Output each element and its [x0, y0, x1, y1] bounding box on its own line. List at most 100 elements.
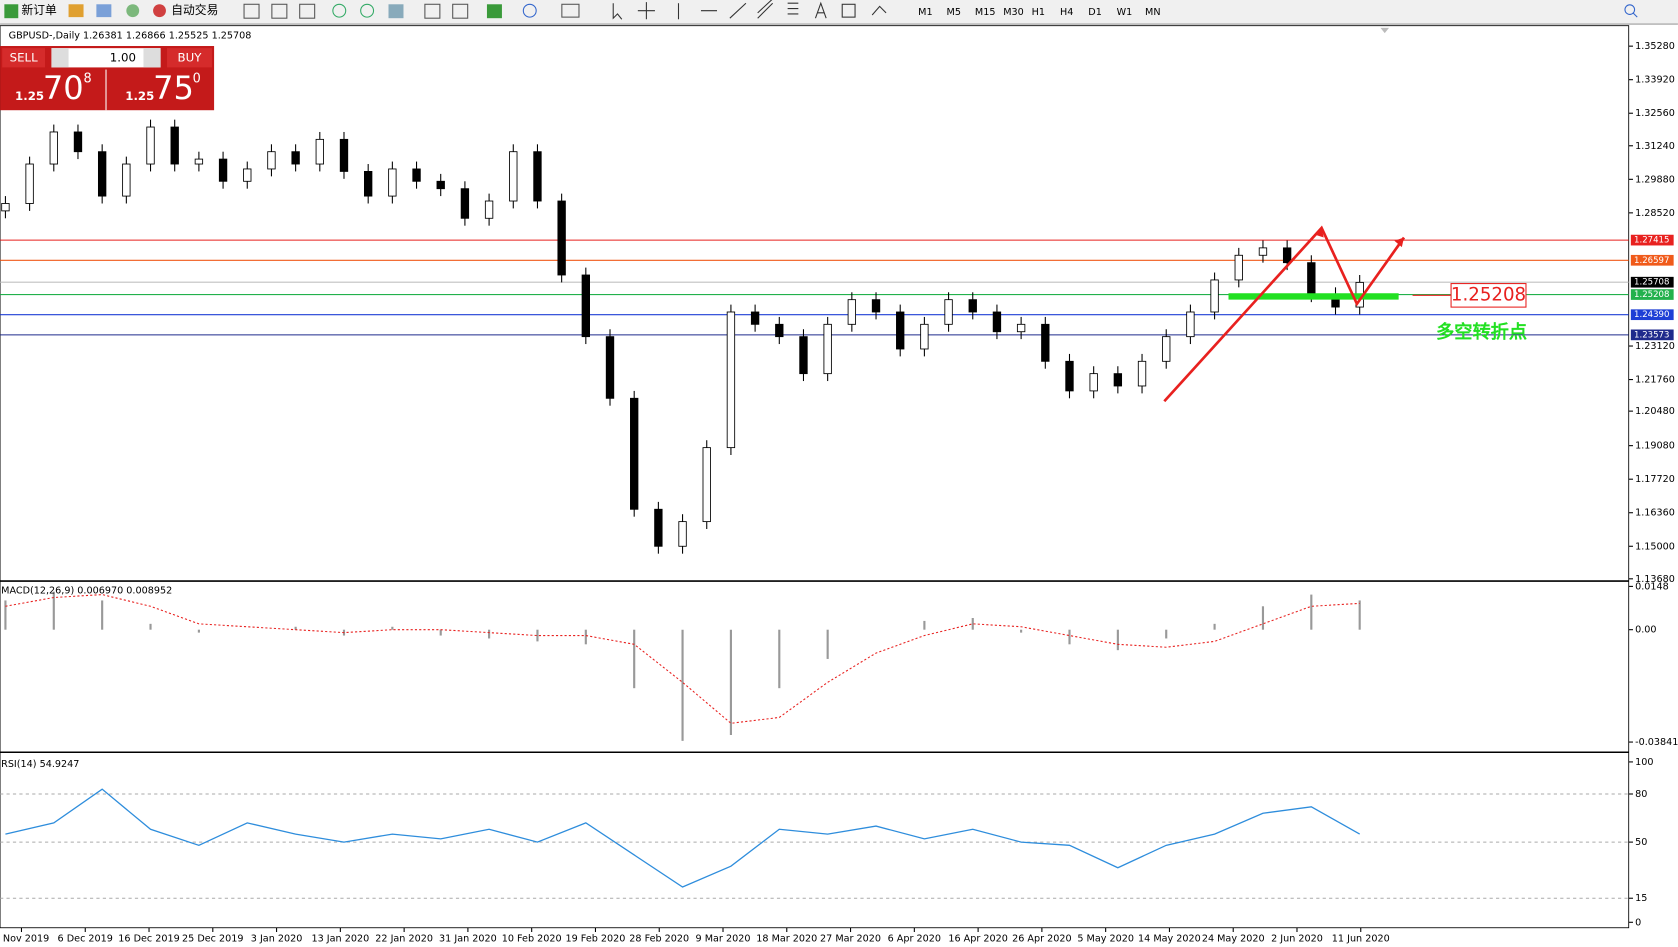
macd-panel: 0.0148 0.00 -0.038415	[4, 581, 1678, 748]
trendline-tool[interactable]	[729, 2, 747, 19]
buy-label[interactable]: BUY	[178, 50, 203, 64]
crosshair-tool[interactable]	[637, 2, 655, 20]
date-label: 13 Jan 2020	[312, 933, 370, 944]
callout-text: 1.25208	[1451, 284, 1526, 305]
lots-up[interactable]	[143, 48, 161, 68]
y-tick-label: 1.23120	[1635, 341, 1675, 352]
text-tool[interactable]	[814, 1, 827, 19]
candle-body	[170, 126, 179, 165]
arrow-tool[interactable]	[871, 5, 887, 16]
candle-body	[533, 151, 542, 202]
date-label: 14 May 2020	[1138, 933, 1201, 944]
candle-body	[726, 311, 736, 449]
arrow-path	[1163, 225, 1406, 403]
price-level-tag	[1630, 329, 1674, 341]
timeframe[interactable]: W1	[1117, 7, 1133, 18]
y-tick-label: 1.29880	[1635, 174, 1675, 185]
candle-body	[388, 168, 397, 197]
timeframe[interactable]: H4	[1060, 7, 1073, 18]
timeframe[interactable]: H1	[1032, 7, 1045, 18]
tool-icon[interactable]	[388, 4, 404, 19]
date-label: 16 Dec 2019	[118, 933, 180, 944]
tool-icon[interactable]	[486, 4, 502, 19]
candle-body	[25, 163, 34, 204]
buy-button[interactable]	[167, 48, 212, 68]
channel-tool[interactable]	[757, 0, 774, 19]
sell-pip[interactable]: 8	[84, 72, 92, 87]
sell-label[interactable]: SELL	[10, 50, 38, 64]
y-tick-label: 1.28520	[1635, 208, 1675, 219]
price-level-tag	[1630, 254, 1674, 266]
date-label: 7 Nov 2019	[0, 933, 49, 944]
search[interactable]	[1624, 4, 1636, 15]
lots-value[interactable]: 1.00	[110, 50, 136, 64]
candle-body	[1162, 336, 1171, 362]
y-tick-label: 1.33920	[1635, 75, 1675, 86]
turning-point-text: 多空转折点	[1436, 321, 1527, 343]
candle-body	[1089, 373, 1098, 392]
toolbar-icons	[243, 0, 887, 20]
tool-icon[interactable]	[126, 4, 140, 18]
zoom-in[interactable]	[332, 3, 347, 18]
candle-body	[678, 521, 687, 547]
lots-input[interactable]	[51, 48, 161, 68]
tool-icon[interactable]	[452, 3, 469, 19]
timeframe[interactable]: D1	[1088, 7, 1102, 18]
new-order-icon[interactable]	[4, 4, 19, 19]
tool-icon[interactable]	[243, 3, 260, 19]
tool-icon[interactable]	[424, 3, 441, 19]
tool-icon[interactable]	[68, 4, 84, 18]
price-level-label: 1.26597	[1634, 256, 1669, 266]
y-tick-label: 15	[1635, 893, 1647, 904]
date-label: 9 Mar 2020	[696, 933, 751, 944]
candle-body	[291, 151, 300, 165]
buy-prefix[interactable]: 1.25	[125, 89, 154, 103]
y-tick-label: 1.15000	[1635, 541, 1675, 552]
y-tick-label: 80	[1635, 789, 1647, 800]
candle-body	[412, 168, 421, 182]
tool-icon[interactable]	[271, 3, 288, 19]
timeframe[interactable]: MN	[1145, 7, 1161, 18]
candle-body	[1186, 311, 1195, 338]
candle-body	[968, 299, 977, 313]
candle-body	[1210, 279, 1219, 313]
price-level-label: 1.24390	[1634, 310, 1669, 320]
buy-price[interactable]: 75	[153, 69, 194, 107]
candle-body	[799, 336, 808, 375]
y-tick-label: -0.038415	[1635, 737, 1678, 748]
candle-body	[581, 274, 590, 338]
candle-body	[1, 203, 10, 212]
candle-body	[218, 158, 228, 182]
timeframe[interactable]: M1	[918, 7, 932, 18]
timeframe[interactable]: M5	[947, 7, 961, 18]
zoom-out[interactable]	[360, 3, 375, 18]
sell-price[interactable]: 70	[43, 69, 84, 107]
date-label: 24 May 2020	[1202, 933, 1265, 944]
tool-icon[interactable]	[96, 4, 112, 18]
rsi-panel: 100 80 50 15 0	[0, 757, 1653, 928]
new-order[interactable]: 新订单	[21, 3, 57, 17]
fibo-tool[interactable]	[787, 2, 799, 15]
price-level-label: 1.27415	[1634, 236, 1669, 246]
price-level-label: 1.23573	[1634, 330, 1669, 340]
tool-icon[interactable]	[299, 3, 316, 19]
lots-down[interactable]	[51, 48, 69, 68]
y-tick-label: 1.21760	[1635, 375, 1675, 386]
timeframe[interactable]: M30	[1003, 7, 1024, 18]
auto-trade-icon[interactable]	[153, 4, 166, 18]
date-label: 6 Apr 2020	[888, 933, 941, 944]
price-level-tag	[1630, 289, 1674, 300]
sell-button[interactable]	[2, 48, 46, 68]
candle-body	[364, 170, 373, 197]
label-tool[interactable]	[841, 3, 856, 18]
candle-body	[1016, 323, 1026, 333]
candle-body	[847, 299, 857, 325]
sell-prefix[interactable]: 1.25	[15, 89, 44, 103]
timeframe[interactable]: M15	[975, 7, 996, 18]
tool-icon[interactable]	[561, 3, 580, 18]
buy-pip[interactable]: 0	[193, 72, 201, 87]
tool-icon[interactable]	[522, 3, 537, 18]
auto-trade[interactable]: 自动交易	[171, 3, 218, 17]
cursor-tool[interactable]	[612, 3, 623, 20]
